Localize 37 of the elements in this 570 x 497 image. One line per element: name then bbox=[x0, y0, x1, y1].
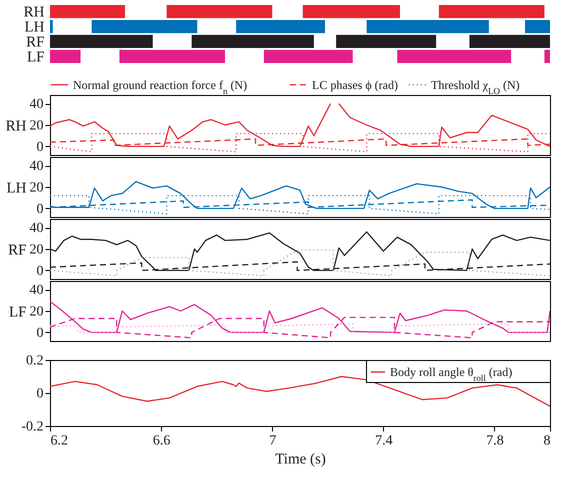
legend-label: Normal ground reaction force f$_{n}$ (N) bbox=[73, 78, 248, 96]
y-tick-label: 40 bbox=[30, 159, 44, 174]
y-tick-label: -0.2 bbox=[21, 420, 44, 434]
legend-label: Threshold χ$_{LO}$ (N) bbox=[431, 78, 520, 96]
x-tick-label: 8 bbox=[544, 434, 550, 448]
y-tick-label: LH bbox=[24, 20, 45, 36]
y-tick-label: 20 bbox=[30, 304, 44, 320]
x-axis-title: Time (s) bbox=[275, 452, 326, 468]
legend-label: Body roll angle θ$_{roll}$ (rad) bbox=[390, 365, 512, 383]
y-tick-label: 40 bbox=[30, 221, 44, 236]
y-tick-label: 40 bbox=[30, 283, 44, 298]
y-tick-label: RH bbox=[24, 4, 45, 21]
x-tick-label: 7.4 bbox=[375, 434, 393, 448]
y-tick-label: 0 bbox=[36, 264, 44, 279]
legend-label: LC phases ϕ (rad) bbox=[312, 78, 398, 92]
y-tick-label: 0 bbox=[36, 386, 44, 402]
y-tick-label: 20 bbox=[30, 242, 44, 258]
y-tick-label: 0.2 bbox=[26, 354, 44, 368]
line-series bbox=[50, 231, 550, 272]
y-tick-label: 40 bbox=[30, 97, 44, 112]
y-tick-label: RF bbox=[26, 34, 44, 50]
y-tick-label: 0 bbox=[36, 326, 44, 341]
y-axis-title: RF bbox=[8, 242, 26, 258]
y-tick-label: LF bbox=[26, 49, 44, 66]
x-tick-label: 7 bbox=[269, 434, 276, 448]
y-axis-title: RH bbox=[6, 118, 27, 134]
x-tick-label: 6.2 bbox=[50, 434, 68, 448]
x-tick-label: 6.6 bbox=[152, 434, 170, 448]
y-tick-label: 20 bbox=[30, 180, 44, 196]
y-axis-title: LH bbox=[6, 180, 27, 196]
y-tick-label: 0 bbox=[36, 140, 44, 155]
y-axis-title: LF bbox=[8, 304, 26, 320]
y-tick-label: 20 bbox=[30, 118, 44, 134]
y-tick-label: 0 bbox=[36, 202, 44, 217]
line-series bbox=[50, 249, 550, 276]
x-tick-label: 7.8 bbox=[486, 434, 504, 448]
line-series bbox=[50, 323, 550, 334]
